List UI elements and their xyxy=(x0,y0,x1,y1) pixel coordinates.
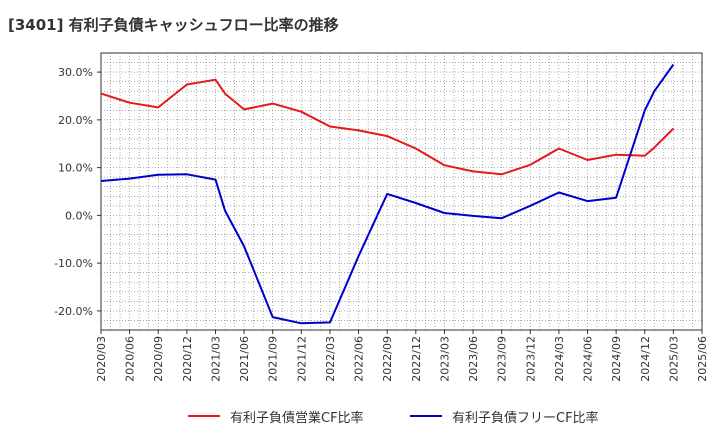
legend-label-operating-cf: 有利子負債営業CF比率 xyxy=(230,410,364,426)
x-tick-label: 2024/09 xyxy=(610,336,623,382)
legend-label-free-cf: 有利子負債フリーCF比率 xyxy=(452,410,599,426)
series-line-0 xyxy=(100,78,675,176)
chart-plot: -20.0% -10.0% 0.0% 10.0% 20.0% 30.0% 2020/03 20… xyxy=(54,52,709,382)
x-tick-label: 2022/12 xyxy=(410,336,423,382)
x-tick-label: 2024/12 xyxy=(639,336,652,382)
x-tick-label: 2023/12 xyxy=(524,336,537,382)
x-tick-label: 2021/12 xyxy=(295,336,308,382)
x-tick-label: 2021/03 xyxy=(209,336,222,382)
y-tick-label: 0.0% xyxy=(65,209,93,222)
x-tick-label: 2025/03 xyxy=(667,336,680,382)
x-tick-label: 2020/09 xyxy=(152,336,165,382)
legend-swatch-operating-cf xyxy=(188,415,220,417)
y-tick-label: 10.0% xyxy=(58,162,93,175)
x-tick-label: 2023/09 xyxy=(496,336,509,382)
y-tick-label: 20.0% xyxy=(58,114,93,127)
x-tick-label: 2021/06 xyxy=(238,336,251,382)
x-tick-label: 2025/06 xyxy=(696,336,709,382)
x-tick-label: 2022/09 xyxy=(381,336,394,382)
chart-title: [3401] 有利子負債キャッシュフロー比率の推移 xyxy=(8,16,339,34)
x-tick-label: 2022/03 xyxy=(324,336,337,382)
legend-swatch-free-cf xyxy=(410,415,442,417)
x-tick-label: 2024/03 xyxy=(553,336,566,382)
legend-item-free-cf: 有利子負債フリーCF比率 xyxy=(410,404,599,428)
x-tick-label: 2022/06 xyxy=(353,336,366,382)
series-line-1 xyxy=(100,63,675,325)
x-tick-label: 2020/06 xyxy=(124,336,137,382)
legend-item-operating-cf: 有利子負債営業CF比率 xyxy=(188,404,364,428)
chart-legend: 有利子負債営業CF比率 有利子負債フリーCF比率 xyxy=(0,404,720,428)
x-tick-label: 2023/03 xyxy=(438,336,451,382)
x-tick-label: 2024/06 xyxy=(582,336,595,382)
x-tick-label: 2023/06 xyxy=(467,336,480,382)
plot-border xyxy=(100,52,703,331)
y-tick-label: -20.0% xyxy=(54,305,93,318)
y-tick-label: -10.0% xyxy=(54,257,93,270)
plot-background xyxy=(101,53,702,330)
x-tick-label: 2021/09 xyxy=(267,336,280,382)
y-tick-label: 30.0% xyxy=(58,66,93,79)
x-tick-label: 2020/03 xyxy=(95,336,108,382)
x-tick-label: 2020/12 xyxy=(181,336,194,382)
